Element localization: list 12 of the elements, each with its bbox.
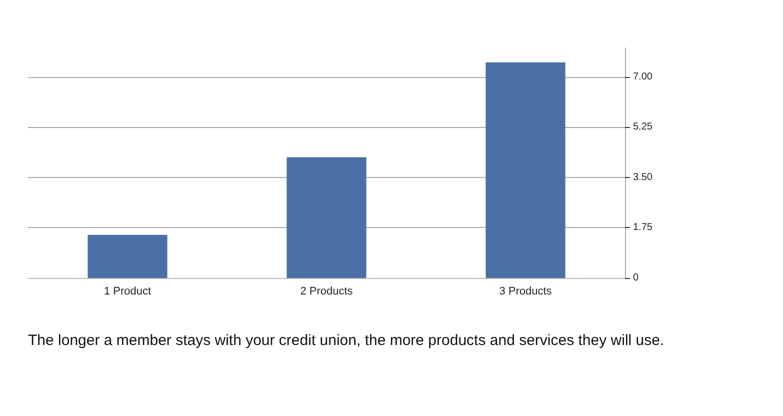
text: The longer a member stays with your credit union, the more products and services they will use.: [28, 332, 664, 349]
y-tick-label: 1.75: [633, 222, 653, 234]
x-tick-label: 3 Products: [499, 286, 552, 298]
y-tick-label: 7.00: [633, 71, 653, 82]
x-tick-label: 2 Products: [300, 286, 354, 298]
y-tick-label: 0: [633, 272, 639, 284]
bar: [88, 234, 168, 278]
x-tick-label: 1 Product: [104, 286, 152, 298]
y-tick-label: 3.50: [633, 172, 653, 183]
bar: [286, 157, 366, 278]
bar: [486, 62, 566, 278]
y-tick-label: 5.25: [633, 122, 653, 133]
